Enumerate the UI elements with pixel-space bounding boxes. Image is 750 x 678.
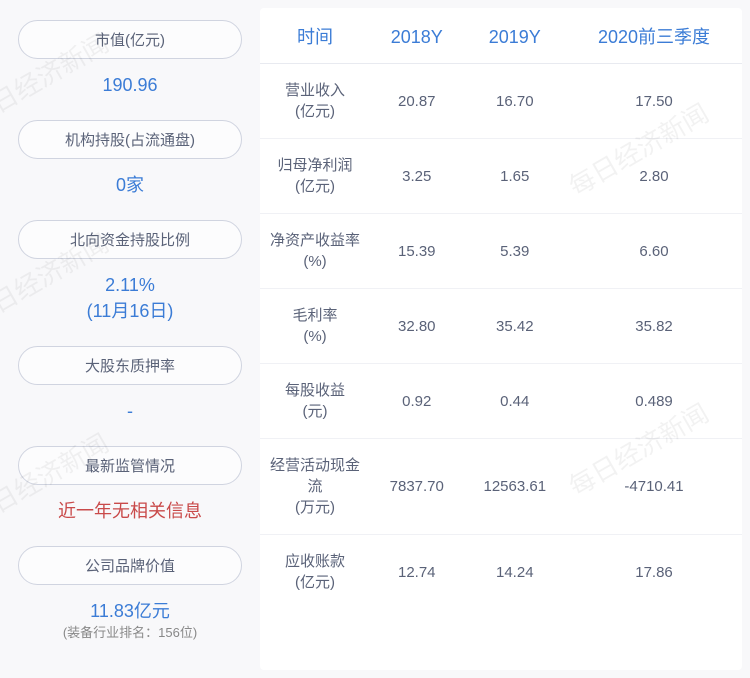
metric-cell: 32.80 — [370, 289, 464, 364]
table-row: 营业收入(亿元)20.8716.7017.50 — [260, 64, 742, 139]
financials-table: 时间 2018Y 2019Y 2020前三季度 营业收入(亿元)20.8716.… — [260, 8, 742, 609]
metric-name: 每股收益(元) — [260, 364, 370, 439]
metric-cell: 5.39 — [464, 214, 566, 289]
metric-cell: 2.80 — [566, 139, 742, 214]
metric-label-northbound: 北向资金持股比例 — [18, 220, 242, 259]
metric-cell: 35.42 — [464, 289, 566, 364]
metric-cell: 17.86 — [566, 535, 742, 610]
value-text: - — [127, 401, 133, 421]
financials-table-panel: 时间 2018Y 2019Y 2020前三季度 营业收入(亿元)20.8716.… — [260, 8, 742, 670]
metric-cell: 35.82 — [566, 289, 742, 364]
table-header-row: 时间 2018Y 2019Y 2020前三季度 — [260, 8, 742, 64]
metric-cell: 16.70 — [464, 64, 566, 139]
metric-value-northbound: 2.11% (11月16日) — [18, 273, 242, 323]
metric-cell: 3.25 — [370, 139, 464, 214]
metric-name: 净资产收益率(%) — [260, 214, 370, 289]
metric-name: 归母净利润(亿元) — [260, 139, 370, 214]
metric-label-brand-value: 公司品牌价值 — [18, 546, 242, 585]
left-metrics-panel: 市值(亿元) 190.96 机构持股(占流通盘) 0家 北向资金持股比例 2.1… — [0, 0, 260, 678]
value-text: 0家 — [116, 175, 144, 195]
metric-cell: 17.50 — [566, 64, 742, 139]
metric-cell: 0.44 — [464, 364, 566, 439]
metric-value-regulation: 近一年无相关信息 — [18, 499, 242, 524]
table-row: 毛利率(%)32.8035.4235.82 — [260, 289, 742, 364]
metric-name: 毛利率(%) — [260, 289, 370, 364]
metric-cell: 7837.70 — [370, 439, 464, 535]
metric-cell: 14.24 — [464, 535, 566, 610]
table-row: 经营活动现金流(万元)7837.7012563.61-4710.41 — [260, 439, 742, 535]
table-row: 应收账款(亿元)12.7414.2417.86 — [260, 535, 742, 610]
metric-cell: 0.92 — [370, 364, 464, 439]
metric-value-market-cap: 190.96 — [18, 73, 242, 98]
metric-value-pledge: - — [18, 399, 242, 424]
metric-cell: 6.60 — [566, 214, 742, 289]
col-2018: 2018Y — [370, 8, 464, 64]
metric-cell: 15.39 — [370, 214, 464, 289]
metric-cell: 12563.61 — [464, 439, 566, 535]
metric-label-institution-holding: 机构持股(占流通盘) — [18, 120, 242, 159]
table-body: 营业收入(亿元)20.8716.7017.50归母净利润(亿元)3.251.65… — [260, 64, 742, 610]
metric-cell: 12.74 — [370, 535, 464, 610]
value-text: 11.83亿元 — [90, 601, 170, 621]
value-sub: (11月16日) — [87, 301, 174, 321]
metric-value-institution-holding: 0家 — [18, 173, 242, 198]
metric-cell: 20.87 — [370, 64, 464, 139]
value-text: 190.96 — [102, 75, 157, 95]
metric-name: 营业收入(亿元) — [260, 64, 370, 139]
metric-cell: 1.65 — [464, 139, 566, 214]
metric-name: 经营活动现金流(万元) — [260, 439, 370, 535]
table-row: 净资产收益率(%)15.395.396.60 — [260, 214, 742, 289]
value-sub: (装备行业排名：156位) — [18, 624, 242, 642]
table-row: 归母净利润(亿元)3.251.652.80 — [260, 139, 742, 214]
value-text: 近一年无相关信息 — [58, 501, 202, 521]
metric-value-brand-value: 11.83亿元 (装备行业排名：156位) — [18, 599, 242, 642]
col-2019: 2019Y — [464, 8, 566, 64]
value-text: 2.11% — [105, 275, 155, 295]
metric-label-pledge: 大股东质押率 — [18, 346, 242, 385]
table-row: 每股收益(元)0.920.440.489 — [260, 364, 742, 439]
metric-cell: -4710.41 — [566, 439, 742, 535]
metric-label-market-cap: 市值(亿元) — [18, 20, 242, 59]
col-2020q3: 2020前三季度 — [566, 8, 742, 64]
metric-label-regulation: 最新监管情况 — [18, 446, 242, 485]
col-time: 时间 — [260, 8, 370, 64]
metric-cell: 0.489 — [566, 364, 742, 439]
metric-name: 应收账款(亿元) — [260, 535, 370, 610]
